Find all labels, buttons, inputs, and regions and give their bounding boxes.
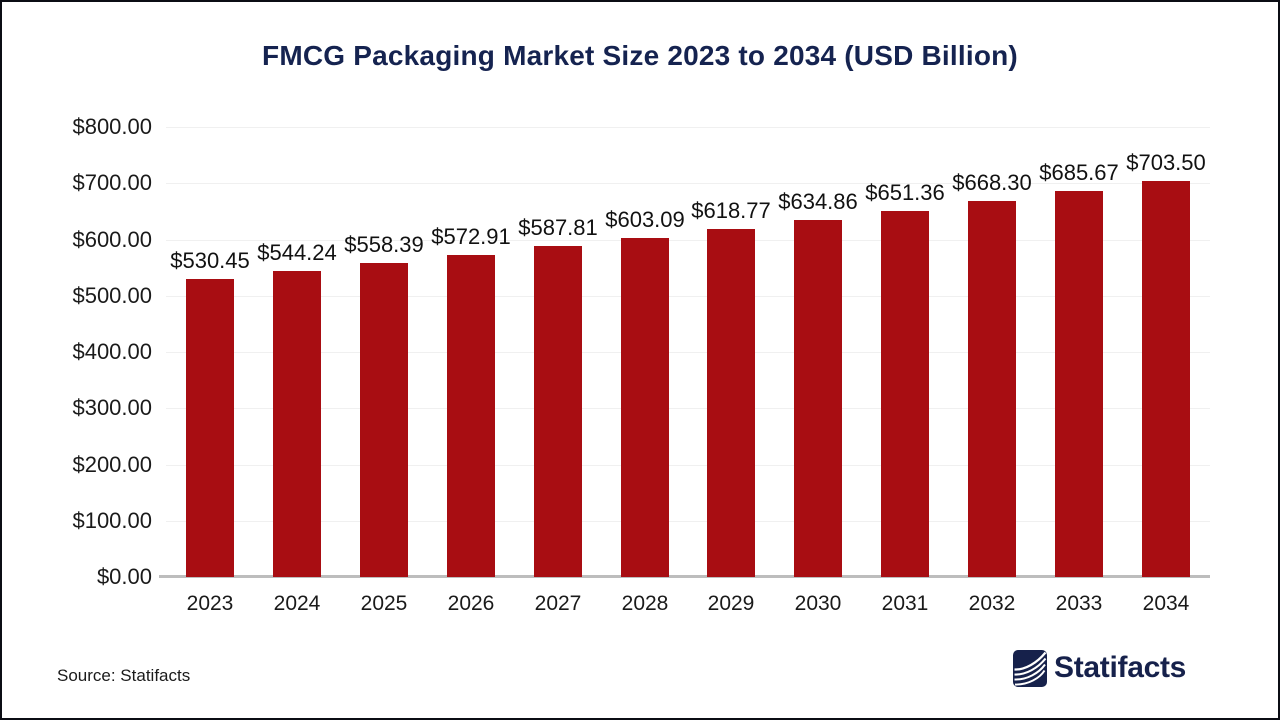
x-axis-line — [159, 575, 1210, 578]
x-tick-label-2023: 2023 — [186, 592, 234, 615]
bar-value-label-2023: $530.45 — [170, 248, 250, 273]
x-tick-label-2024: 2024 — [273, 592, 321, 615]
bar-2031 — [881, 211, 929, 577]
bar-value-label-2026: $572.91 — [431, 224, 511, 249]
bar-value-label-2025: $558.39 — [344, 232, 424, 257]
statifacts-waves-icon — [1013, 649, 1047, 687]
x-tick-label-2030: 2030 — [794, 592, 842, 615]
bar-2030 — [794, 220, 842, 577]
gridline-30000 — [166, 408, 1210, 409]
bar-value-label-2027: $587.81 — [518, 215, 598, 240]
bar-2025 — [360, 263, 408, 577]
x-tick-label-2031: 2031 — [881, 592, 929, 615]
x-tick-label-2032: 2032 — [968, 592, 1016, 615]
gridline-10000 — [166, 521, 1210, 522]
x-tick-label-2025: 2025 — [360, 592, 408, 615]
bar-2033 — [1055, 191, 1103, 577]
x-tick-label-2029: 2029 — [707, 592, 755, 615]
brand-logo: Statifacts — [1013, 648, 1186, 688]
bar-value-label-2024: $544.24 — [257, 240, 337, 265]
gridline-70000 — [166, 183, 1210, 184]
gridline-80000 — [166, 127, 1210, 128]
brand-name: Statifacts — [1054, 651, 1187, 684]
bar-value-label-2033: $685.67 — [1039, 160, 1119, 185]
bar-2029 — [707, 229, 755, 577]
bar-value-label-2034: $703.50 — [1126, 150, 1206, 175]
bar-value-label-2029: $618.77 — [691, 198, 771, 223]
bar-value-label-2032: $668.30 — [952, 170, 1032, 195]
gridline-50000 — [166, 296, 1210, 297]
y-tick-label: $400.00 — [72, 339, 152, 364]
y-tick-label: $300.00 — [72, 395, 152, 420]
y-tick-label: $200.00 — [72, 452, 152, 477]
bar-2027 — [534, 246, 582, 577]
y-tick-label: $0.00 — [96, 564, 152, 589]
x-tick-label-2034: 2034 — [1142, 592, 1190, 615]
bar-value-label-2031: $651.36 — [865, 180, 945, 205]
x-tick-label-2028: 2028 — [621, 592, 669, 615]
y-tick-label: $500.00 — [72, 283, 152, 308]
gridline-20000 — [166, 465, 1210, 466]
x-tick-label-2027: 2027 — [534, 592, 582, 615]
y-tick-label: $800.00 — [72, 114, 152, 139]
bar-2026 — [447, 255, 495, 577]
x-tick-label-2033: 2033 — [1055, 592, 1103, 615]
bar-value-label-2028: $603.09 — [605, 207, 685, 232]
y-tick-label: $100.00 — [72, 508, 152, 533]
bar-2028 — [621, 238, 669, 577]
x-tick-label-2026: 2026 — [447, 592, 495, 615]
bar-2032 — [968, 201, 1016, 577]
y-tick-label: $600.00 — [72, 227, 152, 252]
y-tick-label: $700.00 — [72, 170, 152, 195]
bar-2023 — [186, 279, 234, 577]
gridline-40000 — [166, 352, 1210, 353]
bar-2024 — [273, 271, 321, 577]
gridline-60000 — [166, 240, 1210, 241]
chart-title: FMCG Packaging Market Size 2023 to 2034 … — [262, 40, 1018, 71]
bar-2034 — [1142, 181, 1190, 577]
source-attribution: Source: Statifacts — [57, 666, 191, 685]
bar-value-label-2030: $634.86 — [778, 189, 858, 214]
